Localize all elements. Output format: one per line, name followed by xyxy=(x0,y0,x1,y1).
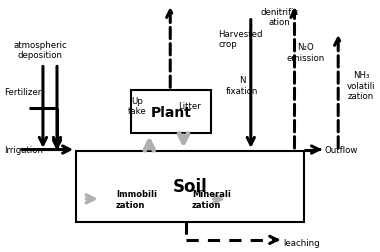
Text: leaching: leaching xyxy=(283,238,320,247)
Text: Plant: Plant xyxy=(150,105,192,119)
Text: NH₃
volatili
zation: NH₃ volatili zation xyxy=(347,71,375,101)
Text: N₂O
emission: N₂O emission xyxy=(287,43,325,62)
Text: N
fixation: N fixation xyxy=(226,76,258,95)
Text: Soil: Soil xyxy=(173,177,207,196)
Text: Minerali
zation: Minerali zation xyxy=(192,190,231,209)
Text: atmospheric
deposition: atmospheric deposition xyxy=(13,41,67,60)
FancyBboxPatch shape xyxy=(131,91,211,134)
Text: Irrigation: Irrigation xyxy=(4,145,43,154)
FancyBboxPatch shape xyxy=(76,151,304,222)
Text: Immobili
zation: Immobili zation xyxy=(116,190,157,209)
Text: Litter: Litter xyxy=(178,101,201,110)
Text: Outflow: Outflow xyxy=(325,145,358,154)
Text: Up
take: Up take xyxy=(127,96,146,115)
Text: Harvested
crop: Harvested crop xyxy=(218,29,263,49)
Text: denitrific
ation: denitrific ation xyxy=(260,8,298,27)
Text: Fertilizer: Fertilizer xyxy=(4,87,41,97)
